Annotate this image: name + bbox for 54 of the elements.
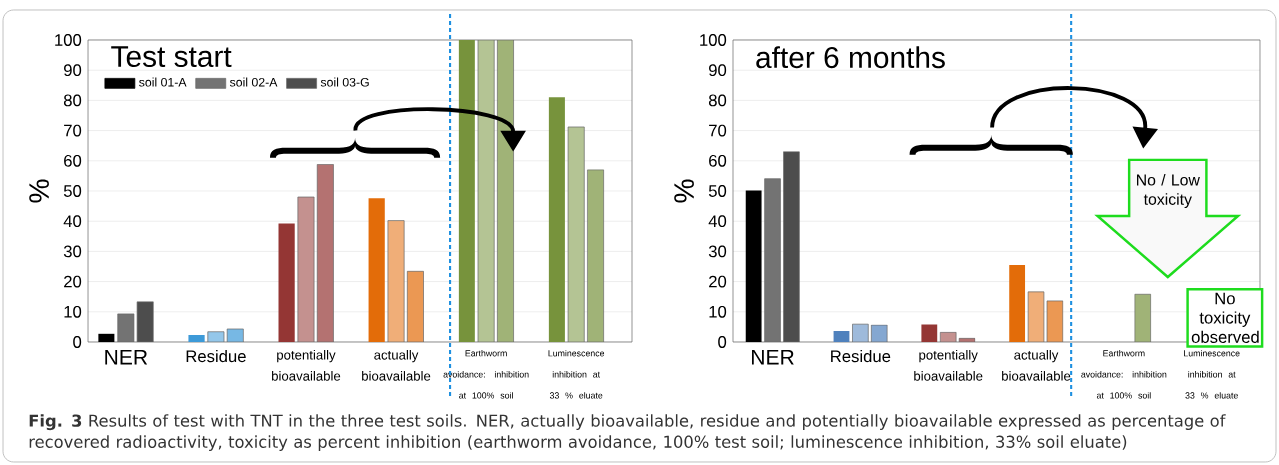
y-tick-label: 90 [709, 64, 727, 77]
y-tick-label: 0 [73, 336, 82, 348]
y-tick-label: 50 [708, 185, 727, 197]
text: Fig. 3 Results of test with TNT in the three test soils. NER, actually bioavailable, residue and potentially bioavailable expressed as percentage of recovered radioactivity, toxicity as percent inhibition (earthworm avoidance, 100% test soil; luminescence inhibition, 33% soil eluate) [29, 414, 1226, 452]
x-tick-label: NER [105, 349, 148, 365]
chart-title: after 6 months [756, 46, 945, 69]
x-tick-label: NER [752, 349, 794, 365]
bar [458, 39, 475, 342]
y-axis-title: % [29, 179, 49, 203]
annotation: No / Low toxicity [1137, 173, 1200, 209]
y-tick-label: 100 [55, 34, 82, 46]
bar [98, 333, 115, 342]
y-tick-label: 70 [64, 124, 82, 137]
legend-label: soil 03-G [320, 77, 369, 87]
x-tick-label: Residue [831, 349, 891, 363]
y-axis-title: % [674, 179, 694, 203]
category-label: Earthworm avoidance: inhibition at 100% soil [443, 349, 529, 399]
bar [833, 331, 850, 342]
chart-title: Test start [111, 46, 232, 68]
x-tick-label: potentially bioavailable [272, 349, 341, 381]
y-tick-label: 40 [63, 215, 82, 228]
x-tick-label: Residue [186, 349, 246, 363]
y-tick-label: 60 [64, 154, 82, 167]
y-tick-label: 70 [709, 124, 727, 137]
y-tick-label: 40 [708, 215, 727, 228]
category-label: Luminescence inhibition at 33 % eluate [548, 349, 605, 399]
x-tick-label: actually bioavailable [362, 349, 431, 381]
bar [368, 198, 385, 342]
y-tick-label: 20 [709, 275, 727, 288]
y-tick-label: 80 [63, 94, 82, 107]
category-label: Earthworm avoidance: inhibition at 100% soil [1081, 349, 1167, 399]
y-tick-label: 10 [64, 305, 82, 318]
bar [548, 97, 565, 342]
y-tick-label: 30 [708, 245, 727, 258]
bar [1009, 264, 1026, 342]
legend-label: soil 02-A [229, 77, 278, 87]
bar [188, 335, 205, 342]
y-tick-label: 30 [63, 245, 82, 258]
x-tick-label: potentially bioavailable [914, 349, 983, 381]
y-tick-label: 80 [708, 94, 727, 107]
y-tick-label: 60 [709, 154, 727, 167]
bar [921, 324, 938, 342]
y-tick-label: 10 [709, 305, 727, 318]
y-tick-label: 50 [63, 185, 82, 197]
category-label: Luminescence inhibition at 33 % eluate [1184, 349, 1240, 399]
x-tick-label: actually bioavailable [1002, 349, 1071, 381]
legend-label: soil 01-A [139, 77, 187, 87]
y-tick-label: 20 [64, 275, 82, 288]
y-tick-label: 100 [700, 34, 727, 46]
bar [278, 223, 295, 342]
y-tick-label: 0 [718, 336, 727, 348]
annotation: No toxicity observed [1191, 292, 1259, 343]
bar [745, 190, 762, 342]
y-tick-label: 90 [64, 64, 82, 77]
